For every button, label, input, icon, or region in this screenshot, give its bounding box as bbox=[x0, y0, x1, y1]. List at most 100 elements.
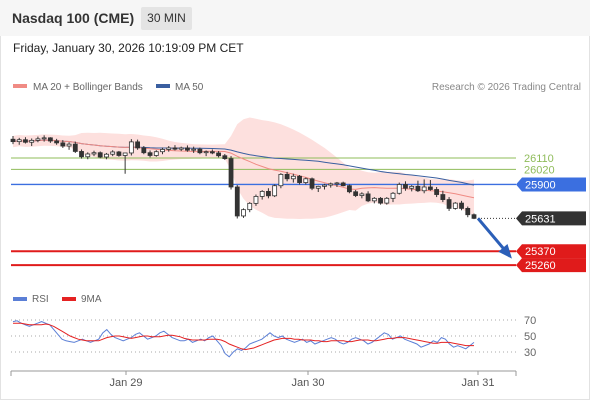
timeframe-badge[interactable]: 30 MIN bbox=[141, 7, 192, 30]
candle bbox=[303, 177, 309, 185]
candle-body bbox=[253, 196, 259, 204]
candle bbox=[185, 145, 190, 152]
candle bbox=[390, 192, 396, 203]
candle-body bbox=[309, 178, 315, 189]
candle-body bbox=[328, 183, 334, 186]
candle-body bbox=[79, 151, 84, 158]
candle-body bbox=[104, 153, 109, 158]
candle bbox=[309, 177, 315, 191]
candle-body bbox=[160, 149, 165, 153]
candle bbox=[247, 202, 253, 213]
candle-body bbox=[29, 139, 35, 143]
candle bbox=[35, 136, 41, 143]
rsi-series-9ma bbox=[13, 322, 474, 351]
candle-body bbox=[371, 197, 377, 202]
candle-body bbox=[340, 182, 346, 187]
candle bbox=[66, 142, 72, 150]
timestamp: Friday, January 30, 2026 10:19:09 PM CET bbox=[13, 41, 244, 55]
rsi-tick-70: 70 bbox=[524, 315, 536, 327]
candle-body bbox=[228, 158, 234, 188]
candlesticks bbox=[10, 135, 516, 220]
candle-body bbox=[153, 151, 159, 156]
candle-body bbox=[234, 186, 240, 217]
candle-body bbox=[122, 152, 128, 156]
candle bbox=[209, 149, 215, 155]
x-axis: Jan 29 Jan 30 Jan 31 bbox=[10, 370, 517, 389]
candle-body bbox=[147, 152, 153, 156]
candle bbox=[178, 146, 184, 152]
candle-body bbox=[347, 185, 352, 193]
candle-body bbox=[409, 185, 415, 189]
legend-swatch-ma50 bbox=[156, 84, 170, 88]
candle bbox=[396, 182, 402, 195]
candle bbox=[459, 200, 464, 211]
candle bbox=[41, 135, 47, 142]
candle bbox=[29, 138, 35, 147]
legend-swatch-ma20 bbox=[13, 84, 27, 88]
level-tag-26110: 26110 bbox=[524, 153, 554, 165]
candle bbox=[465, 206, 471, 218]
candle bbox=[315, 185, 321, 193]
candle-body bbox=[116, 151, 122, 156]
bollinger-bands bbox=[13, 117, 474, 219]
candle-body bbox=[110, 151, 116, 155]
candle-body bbox=[166, 147, 172, 150]
candle bbox=[23, 137, 28, 144]
candle-body bbox=[16, 139, 22, 143]
candle bbox=[234, 185, 240, 219]
candle-body bbox=[446, 199, 452, 209]
level-tag-25260: 25260 bbox=[525, 260, 556, 272]
candle bbox=[216, 151, 221, 158]
candle bbox=[60, 140, 66, 148]
candle-body bbox=[266, 190, 271, 197]
candle-body bbox=[434, 189, 440, 195]
candle-body bbox=[452, 202, 458, 209]
rsi-series-rsi bbox=[12, 320, 475, 358]
candle-body bbox=[172, 147, 178, 150]
candle-body bbox=[427, 186, 433, 190]
candle-body bbox=[222, 155, 228, 160]
candle bbox=[141, 146, 147, 155]
candle-body bbox=[10, 138, 16, 143]
candle-body bbox=[378, 197, 383, 204]
candle-body bbox=[384, 197, 390, 204]
candle bbox=[203, 150, 209, 157]
bollinger-band-area bbox=[13, 117, 474, 219]
candle bbox=[116, 150, 122, 157]
candle-body bbox=[54, 140, 60, 144]
candle bbox=[278, 173, 284, 189]
x-tick-label: Jan 30 bbox=[291, 377, 324, 389]
candle bbox=[91, 150, 97, 157]
candle-body bbox=[178, 147, 184, 150]
candle bbox=[353, 190, 359, 198]
candle-body bbox=[365, 193, 371, 202]
candle bbox=[378, 197, 383, 205]
forecast-arrow bbox=[476, 217, 512, 259]
legend-label-ma50: MA 50 bbox=[175, 82, 204, 93]
chart-header: Nasdaq 100 (CME) 30 MIN bbox=[0, 0, 590, 36]
candle bbox=[166, 146, 172, 152]
candle bbox=[16, 137, 22, 145]
legend-swatch-rsi bbox=[13, 297, 27, 301]
candle bbox=[328, 182, 334, 188]
candle bbox=[297, 175, 302, 185]
support-resistance-levels bbox=[11, 157, 516, 267]
candle bbox=[135, 139, 140, 150]
candle bbox=[440, 190, 446, 203]
x-tick-label: Jan 29 bbox=[109, 377, 142, 389]
candle-body bbox=[135, 141, 140, 149]
rsi-tick-30: 30 bbox=[524, 347, 536, 359]
candle bbox=[259, 190, 265, 200]
candle bbox=[128, 139, 134, 156]
candle-body bbox=[85, 153, 91, 158]
candle bbox=[452, 202, 458, 210]
candle-body bbox=[185, 147, 190, 151]
candle bbox=[85, 152, 91, 160]
legend-label-ma20: MA 20 + Bollinger Bands bbox=[33, 82, 143, 93]
candle bbox=[272, 184, 278, 198]
level-tag-26020: 26020 bbox=[524, 164, 555, 176]
candle-body bbox=[72, 143, 78, 152]
candle bbox=[434, 186, 440, 198]
